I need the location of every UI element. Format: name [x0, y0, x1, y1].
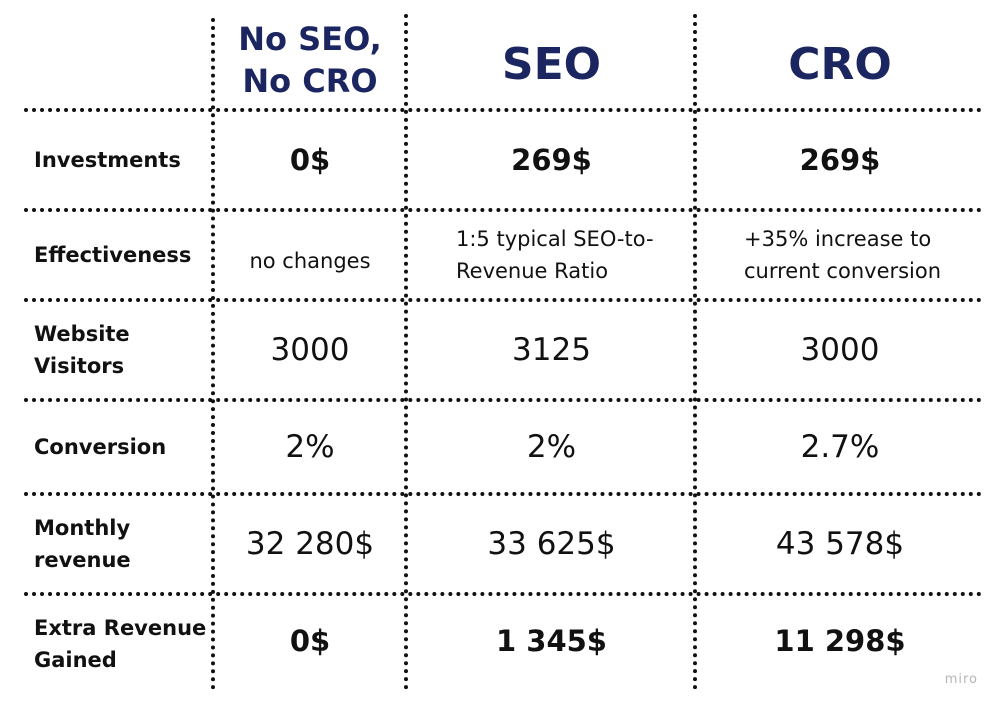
table-cell: 43 578$: [775, 526, 905, 562]
row-label-effectiveness: Effectiveness: [34, 243, 192, 267]
row-divider: [24, 108, 982, 112]
table-cell: 11 298$: [774, 624, 906, 658]
table-cell: 32 280$: [245, 526, 375, 562]
table-cell: 3000: [270, 332, 350, 368]
table-cell: 3000: [800, 332, 880, 368]
table-cell: 2%: [526, 429, 577, 465]
table-cell: 3125: [512, 332, 591, 368]
table-cell: +35% increase to current conversion: [744, 227, 942, 283]
row-label-conversion: Conversion: [34, 435, 167, 459]
table-cell: 2%: [285, 429, 335, 465]
table-cell: 269$: [511, 143, 592, 177]
row-label-website-visitors: Website Visitors: [34, 322, 130, 378]
table-cell: 1:5 typical SEO-to- Revenue Ratio: [456, 227, 654, 283]
row-divider: [24, 492, 982, 496]
row-label-investments: Investments: [34, 148, 181, 172]
column-divider: [211, 18, 215, 690]
row-divider: [24, 398, 982, 402]
table-cell: 0$: [289, 624, 331, 658]
table-cell: 1 345$: [496, 624, 607, 658]
column-divider: [404, 14, 408, 690]
column-divider: [693, 14, 697, 690]
column-header-no-seo-no-cro: No SEO, No CRO: [238, 20, 382, 100]
row-divider: [24, 592, 982, 596]
table-cell: 2.7%: [800, 429, 880, 465]
table-cell: 33 625$: [487, 526, 616, 562]
row-label-monthly-revenue: Monthly revenue: [34, 516, 131, 572]
column-header-seo: SEO: [501, 38, 602, 90]
table-cell: 0$: [289, 143, 331, 177]
miro-watermark: miro: [944, 672, 978, 687]
row-divider: [24, 298, 982, 302]
table-cell: 269$: [799, 143, 881, 177]
row-label-extra-revenue-gained: Extra Revenue Gained: [34, 616, 207, 672]
column-header-cro: CRO: [788, 38, 892, 90]
table-cell: no changes: [249, 249, 371, 273]
row-divider: [24, 208, 982, 212]
